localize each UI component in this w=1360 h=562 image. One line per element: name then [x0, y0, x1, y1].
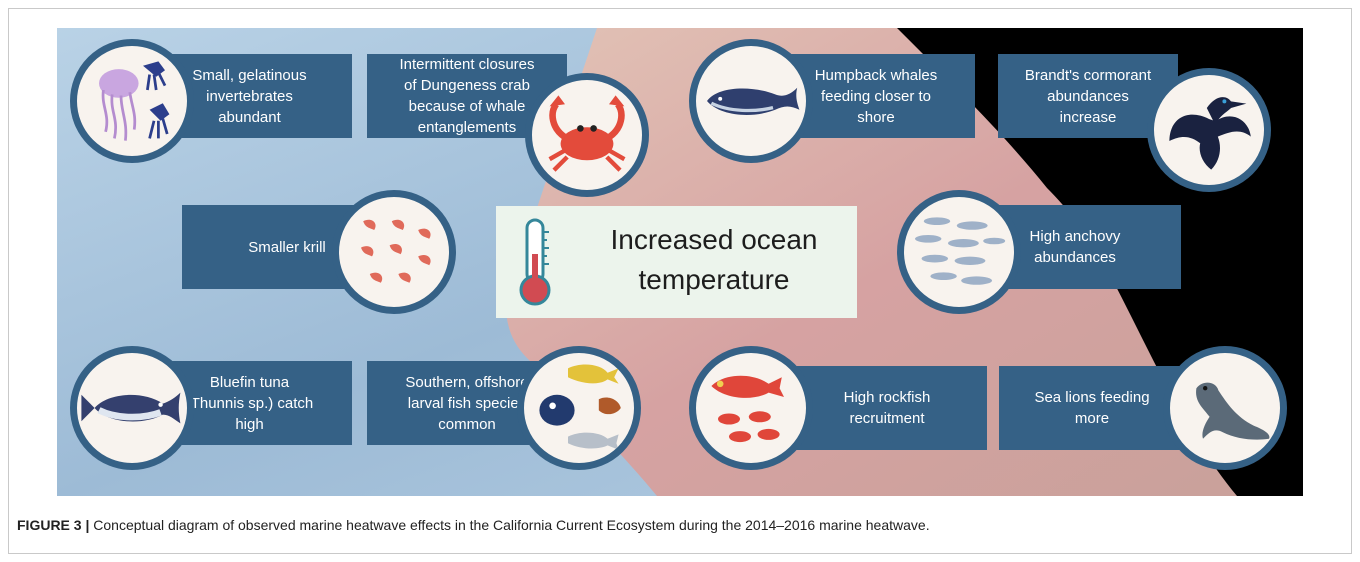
card-jellyfish: Small, gelatinous invertebrates abundant — [147, 54, 352, 138]
center-title: Increased ocean temperature — [610, 224, 818, 295]
card-sealion: Sea lions feeding more — [999, 366, 1185, 450]
diagram-panel: Small, gelatinous invertebrates abundant… — [57, 28, 1303, 496]
thermometer-icon — [519, 218, 551, 306]
cormorant-icon — [1147, 68, 1271, 192]
rockfish-icon — [689, 346, 813, 470]
whale-icon — [689, 39, 813, 163]
larval-fish-icon — [517, 346, 641, 470]
sea-lion-icon — [1163, 346, 1287, 470]
jellyfish-icon — [70, 39, 194, 163]
crab-icon — [525, 73, 649, 197]
card-crab: Intermittent closures of Dungeness crab … — [367, 54, 567, 138]
card-cormorant: Brandt's cormorant abundances increase — [998, 54, 1178, 138]
center-box: Increased ocean temperature — [496, 206, 857, 318]
tuna-icon — [70, 346, 194, 470]
anchovy-icon — [897, 190, 1021, 314]
krill-icon — [332, 190, 456, 314]
figure-caption: FIGURE 3 | Conceptual diagram of observe… — [17, 517, 930, 533]
card-rockfish: High rockfish recruitment — [787, 366, 987, 450]
figure-frame — [8, 8, 1352, 554]
caption-text: Conceptual diagram of observed marine he… — [89, 517, 930, 533]
caption-label: FIGURE 3 | — [17, 517, 90, 533]
